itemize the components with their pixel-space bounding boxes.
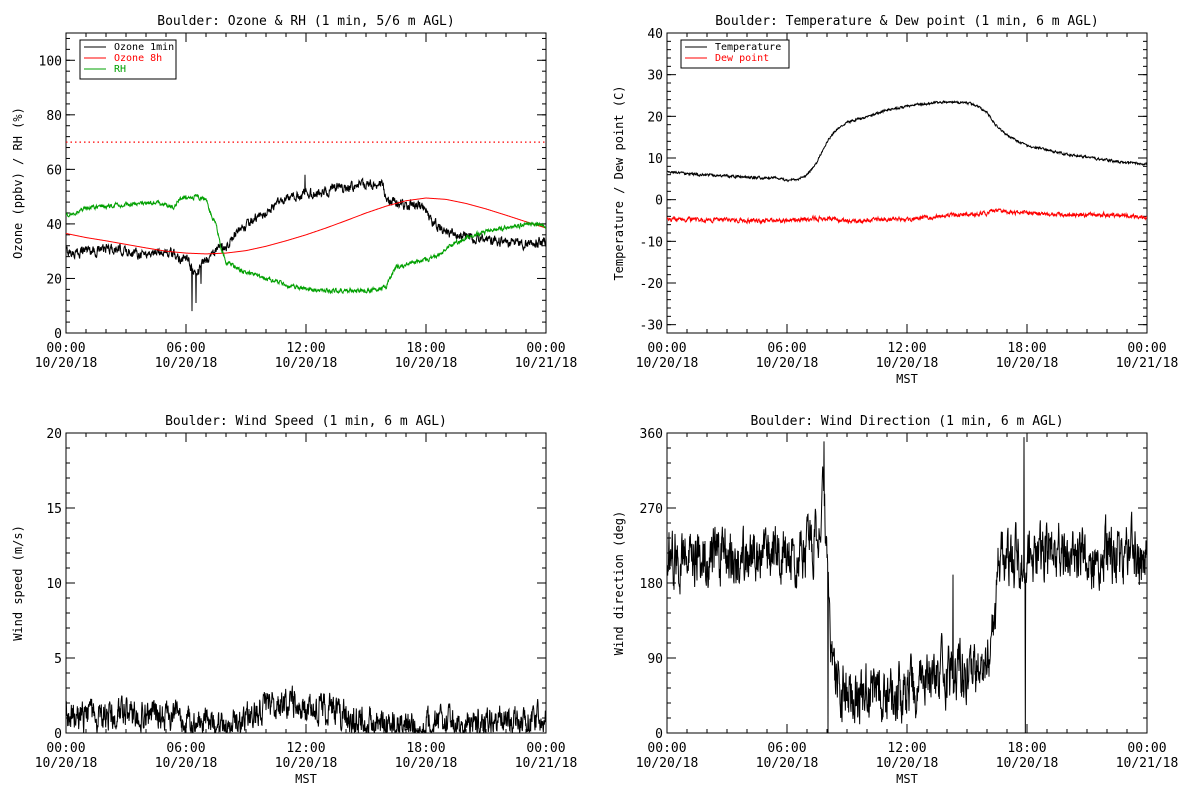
series-line-dew-point [667,207,1147,225]
x-tick-label: 12:00 [887,341,926,356]
x-tick-date-label: 10/20/18 [275,756,338,771]
plot-frame [666,32,1148,334]
series-line-wdir [667,437,1147,733]
x-axis-label: MST [896,372,918,386]
x-tick-date-label: 10/20/18 [155,756,218,771]
x-tick-label: 00:00 [46,341,85,356]
x-tick-label: 18:00 [406,341,445,356]
chart-panel-wdir: Boulder: Wind Direction (1 min, 6 m AGL)… [612,414,1178,786]
x-tick-date-label: 10/20/18 [756,756,819,771]
y-tick-label: -30 [640,319,663,334]
x-tick-label: 00:00 [1127,341,1166,356]
plot-frame [65,432,547,734]
y-tick-label: 80 [46,109,62,124]
chart-title: Boulder: Temperature & Dew point (1 min,… [715,14,1099,29]
y-axis-label: Wind direction (deg) [612,511,626,656]
y-tick-label: 20 [647,110,663,125]
x-tick-label: 00:00 [647,741,686,756]
y-tick-label: 15 [46,502,62,517]
legend-label: Dew point [715,53,769,64]
legend-label: Ozone 8h [114,53,162,64]
y-axis-label: Temperature / Dew point (C) [612,85,626,280]
chart-title: Boulder: Wind Direction (1 min, 6 m AGL) [750,414,1063,429]
x-tick-label: 00:00 [46,741,85,756]
x-tick-date-label: 10/20/18 [636,356,699,371]
x-tick-date-label: 10/20/18 [395,356,458,371]
legend-label: RH [114,64,126,75]
y-tick-label: 5 [54,652,62,667]
x-tick-date-label: 10/20/18 [756,356,819,371]
y-tick-label: 270 [640,502,663,517]
x-tick-label: 00:00 [526,741,565,756]
series-line-rh [66,193,546,295]
legend-label: Ozone 1min [114,42,174,53]
chart-panel-wspd: Boulder: Wind Speed (1 min, 6 m AGL) 0 5 10… [11,414,577,786]
x-tick-date-label: 10/21/18 [515,756,578,771]
x-tick-label: 12:00 [286,341,325,356]
y-tick-label: 20 [46,272,62,287]
y-tick-label: 0 [655,727,663,742]
x-tick-date-label: 10/20/18 [155,356,218,371]
y-tick-label: -20 [640,277,663,292]
y-tick-label: 60 [46,163,62,178]
y-tick-label: 10 [647,152,663,167]
x-axis-label: MST [295,772,317,786]
x-tick-date-label: 10/20/18 [876,356,939,371]
chart-title: Boulder: Wind Speed (1 min, 6 m AGL) [165,414,447,429]
x-tick-date-label: 10/20/18 [35,356,98,371]
y-tick-label: 40 [46,218,62,233]
y-tick-label: 40 [647,27,663,42]
x-tick-label: 00:00 [647,341,686,356]
x-tick-label: 18:00 [1007,341,1046,356]
x-tick-date-label: 10/20/18 [275,356,338,371]
series-line-wspd [66,685,546,733]
y-tick-label: 0 [54,727,62,742]
y-axis-label: Ozone (ppbv) / RH (%) [11,107,25,259]
x-axis-label: MST [896,772,918,786]
y-tick-label: 0 [54,327,62,342]
x-tick-date-label: 10/20/18 [876,756,939,771]
x-tick-label: 06:00 [166,341,205,356]
x-tick-label: 06:00 [166,741,205,756]
x-tick-date-label: 10/20/18 [996,756,1059,771]
x-tick-label: 12:00 [286,741,325,756]
x-tick-label: 18:00 [406,741,445,756]
x-tick-date-label: 10/20/18 [996,356,1059,371]
x-tick-label: 00:00 [1127,741,1166,756]
chart-panel-temp: Boulder: Temperature & Dew point (1 min,… [612,14,1178,386]
x-tick-date-label: 10/20/18 [395,756,458,771]
x-tick-label: 12:00 [887,741,926,756]
series-line-ozone-8h [66,197,546,255]
series-line-temperature [667,100,1147,183]
x-tick-label: 06:00 [767,341,806,356]
chart-panel-ozone: Boulder: Ozone & RH (1 min, 5/6 m AGL) 0 2… [11,14,577,371]
y-tick-label: 100 [39,54,62,69]
x-tick-label: 18:00 [1007,741,1046,756]
y-tick-label: 90 [647,652,663,667]
y-tick-label: -10 [640,235,663,250]
x-tick-label: 06:00 [767,741,806,756]
y-tick-label: 0 [655,194,663,209]
y-tick-label: 20 [46,427,62,442]
y-tick-label: 360 [640,427,663,442]
y-tick-label: 180 [640,577,663,592]
x-tick-date-label: 10/20/18 [636,756,699,771]
x-tick-date-label: 10/21/18 [1116,356,1179,371]
x-tick-date-label: 10/20/18 [35,756,98,771]
legend-box [680,39,790,69]
chart-title: Boulder: Ozone & RH (1 min, 5/6 m AGL) [157,14,454,29]
legend-label: Temperature [715,42,781,53]
y-tick-label: 10 [46,577,62,592]
y-tick-label: 30 [647,69,663,84]
x-tick-label: 00:00 [526,341,565,356]
x-tick-date-label: 10/21/18 [1116,756,1179,771]
x-tick-date-label: 10/21/18 [515,356,578,371]
y-axis-label: Wind speed (m/s) [11,525,25,641]
